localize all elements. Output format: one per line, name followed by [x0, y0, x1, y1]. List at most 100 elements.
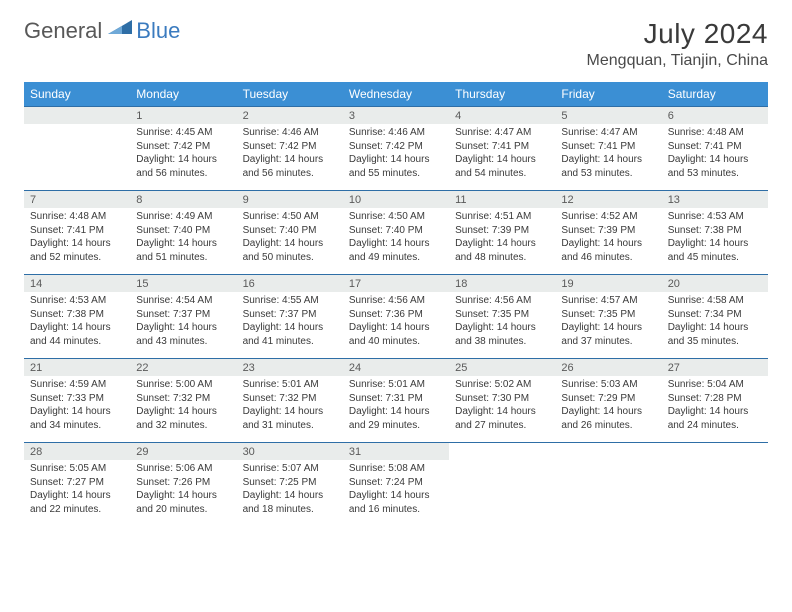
- daylight-line: Daylight: 14 hours and 16 minutes.: [349, 489, 443, 516]
- calendar-body: 123456Sunrise: 4:45 AMSunset: 7:42 PMDay…: [24, 107, 768, 527]
- daylight-line: Daylight: 14 hours and 50 minutes.: [243, 237, 337, 264]
- daylight-line: Daylight: 14 hours and 20 minutes.: [136, 489, 230, 516]
- day-number-cell: 14: [24, 275, 130, 293]
- sunset-line: Sunset: 7:32 PM: [136, 392, 230, 406]
- sunset-line: Sunset: 7:31 PM: [349, 392, 443, 406]
- sunrise-line: Sunrise: 4:59 AM: [30, 378, 124, 392]
- content-row: Sunrise: 4:53 AMSunset: 7:38 PMDaylight:…: [24, 292, 768, 359]
- daylight-line: Daylight: 14 hours and 22 minutes.: [30, 489, 124, 516]
- weekday-header: Wednesday: [343, 82, 449, 107]
- sunrise-line: Sunrise: 4:53 AM: [668, 210, 762, 224]
- sunrise-line: Sunrise: 4:48 AM: [30, 210, 124, 224]
- sunset-line: Sunset: 7:33 PM: [30, 392, 124, 406]
- sunrise-line: Sunrise: 5:01 AM: [349, 378, 443, 392]
- day-number-cell: 18: [449, 275, 555, 293]
- sunset-line: Sunset: 7:38 PM: [668, 224, 762, 238]
- sunrise-line: Sunrise: 4:50 AM: [349, 210, 443, 224]
- sunset-line: Sunset: 7:27 PM: [30, 476, 124, 490]
- day-number-cell: 29: [130, 443, 236, 461]
- sunset-line: Sunset: 7:35 PM: [561, 308, 655, 322]
- day-content-cell: Sunrise: 4:47 AMSunset: 7:41 PMDaylight:…: [449, 124, 555, 191]
- sunrise-line: Sunrise: 4:46 AM: [243, 126, 337, 140]
- sunrise-line: Sunrise: 4:51 AM: [455, 210, 549, 224]
- daylight-line: Daylight: 14 hours and 56 minutes.: [243, 153, 337, 180]
- day-content-cell: [662, 460, 768, 526]
- sunset-line: Sunset: 7:37 PM: [136, 308, 230, 322]
- day-number-cell: 26: [555, 359, 661, 377]
- day-content-cell: [449, 460, 555, 526]
- content-row: Sunrise: 4:59 AMSunset: 7:33 PM Daylight:…: [24, 376, 768, 443]
- day-number-cell: 17: [343, 275, 449, 293]
- sunrise-line: Sunrise: 5:03 AM: [561, 378, 655, 392]
- brand-logo: General Blue: [24, 18, 180, 44]
- daylight-line: Daylight: 14 hours and 29 minutes.: [349, 405, 443, 432]
- sunrise-line: Sunrise: 5:00 AM: [136, 378, 230, 392]
- sunset-line: Sunset: 7:28 PM: [668, 392, 762, 406]
- sunrise-line: Sunrise: 4:58 AM: [668, 294, 762, 308]
- sunrise-line: Sunrise: 5:06 AM: [136, 462, 230, 476]
- day-number-cell: [24, 107, 130, 125]
- sunrise-line: Sunrise: 4:57 AM: [561, 294, 655, 308]
- sunset-line: Sunset: 7:42 PM: [349, 140, 443, 154]
- day-number-cell: 9: [237, 191, 343, 209]
- sunset-line: Sunset: 7:32 PM: [243, 392, 337, 406]
- daylight-line: Daylight: 14 hours and 48 minutes.: [455, 237, 549, 264]
- daynum-row: 14151617181920: [24, 275, 768, 293]
- day-content-cell: Sunrise: 4:57 AMSunset: 7:35 PMDaylight:…: [555, 292, 661, 359]
- day-content-cell: [24, 124, 130, 191]
- daylight-line: Daylight: 14 hours and 54 minutes.: [455, 153, 549, 180]
- sunrise-line: Sunrise: 5:02 AM: [455, 378, 549, 392]
- day-number-cell: 8: [130, 191, 236, 209]
- day-number-cell: 3: [343, 107, 449, 125]
- sunset-line: Sunset: 7:38 PM: [30, 308, 124, 322]
- sunrise-line: Sunrise: 4:56 AM: [455, 294, 549, 308]
- sunset-line: Sunset: 7:39 PM: [455, 224, 549, 238]
- daylight-line: Daylight: 14 hours and 37 minutes.: [561, 321, 655, 348]
- day-content-cell: Sunrise: 5:05 AMSunset: 7:27 PMDaylight:…: [24, 460, 130, 526]
- sunrise-line: Sunrise: 4:50 AM: [243, 210, 337, 224]
- day-number-cell: 2: [237, 107, 343, 125]
- day-number-cell: [449, 443, 555, 461]
- sunrise-line: Sunrise: 4:55 AM: [243, 294, 337, 308]
- weekday-header: Monday: [130, 82, 236, 107]
- day-number-cell: 16: [237, 275, 343, 293]
- sunrise-line: Sunrise: 4:49 AM: [136, 210, 230, 224]
- brand-part1: General: [24, 18, 102, 44]
- daylight-line: Daylight: 14 hours and 35 minutes.: [668, 321, 762, 348]
- sunset-line: Sunset: 7:40 PM: [136, 224, 230, 238]
- day-content-cell: Sunrise: 5:04 AMSunset: 7:28 PMDaylight:…: [662, 376, 768, 443]
- day-content-cell: [555, 460, 661, 526]
- day-number-cell: [555, 443, 661, 461]
- sunrise-line: Sunrise: 4:56 AM: [349, 294, 443, 308]
- day-content-cell: Sunrise: 4:51 AMSunset: 7:39 PMDaylight:…: [449, 208, 555, 275]
- sunrise-line: Sunrise: 5:08 AM: [349, 462, 443, 476]
- sunset-line: Sunset: 7:25 PM: [243, 476, 337, 490]
- day-number-cell: [662, 443, 768, 461]
- day-content-cell: Sunrise: 4:53 AMSunset: 7:38 PMDaylight:…: [662, 208, 768, 275]
- day-number-cell: 21: [24, 359, 130, 377]
- sunrise-line: Sunrise: 5:05 AM: [30, 462, 124, 476]
- month-title: July 2024: [587, 18, 768, 50]
- sunset-line: Sunset: 7:41 PM: [668, 140, 762, 154]
- sunrise-line: Sunrise: 5:07 AM: [243, 462, 337, 476]
- daylight-line: Daylight: 14 hours and 40 minutes.: [349, 321, 443, 348]
- day-content-cell: Sunrise: 5:01 AMSunset: 7:31 PMDaylight:…: [343, 376, 449, 443]
- sunrise-line: Sunrise: 4:53 AM: [30, 294, 124, 308]
- day-content-cell: Sunrise: 4:55 AMSunset: 7:37 PMDaylight:…: [237, 292, 343, 359]
- daylight-line: Daylight: 14 hours and 56 minutes.: [136, 153, 230, 180]
- sunset-line: Sunset: 7:41 PM: [561, 140, 655, 154]
- day-number-cell: 24: [343, 359, 449, 377]
- day-content-cell: Sunrise: 4:46 AMSunset: 7:42 PMDaylight:…: [237, 124, 343, 191]
- daynum-row: 28293031: [24, 443, 768, 461]
- weekday-header: Sunday: [24, 82, 130, 107]
- day-content-cell: Sunrise: 5:08 AMSunset: 7:24 PMDaylight:…: [343, 460, 449, 526]
- day-number-cell: 11: [449, 191, 555, 209]
- daylight-line: Daylight: 14 hours and 44 minutes.: [30, 321, 124, 348]
- sunset-line: Sunset: 7:39 PM: [561, 224, 655, 238]
- daynum-row: 21222324252627: [24, 359, 768, 377]
- day-number-cell: 19: [555, 275, 661, 293]
- daylight-line: Daylight: 14 hours and 18 minutes.: [243, 489, 337, 516]
- sunset-line: Sunset: 7:24 PM: [349, 476, 443, 490]
- day-content-cell: Sunrise: 4:52 AMSunset: 7:39 PMDaylight:…: [555, 208, 661, 275]
- daylight-line: Daylight: 14 hours and 26 minutes.: [561, 405, 655, 432]
